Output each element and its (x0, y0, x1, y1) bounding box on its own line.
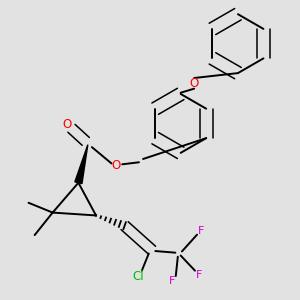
Text: O: O (190, 77, 199, 90)
Text: F: F (169, 276, 176, 286)
Polygon shape (75, 145, 88, 184)
Text: O: O (112, 159, 121, 172)
Text: O: O (63, 118, 72, 131)
Text: F: F (196, 270, 202, 280)
Text: F: F (198, 226, 204, 236)
Text: Cl: Cl (132, 270, 143, 283)
